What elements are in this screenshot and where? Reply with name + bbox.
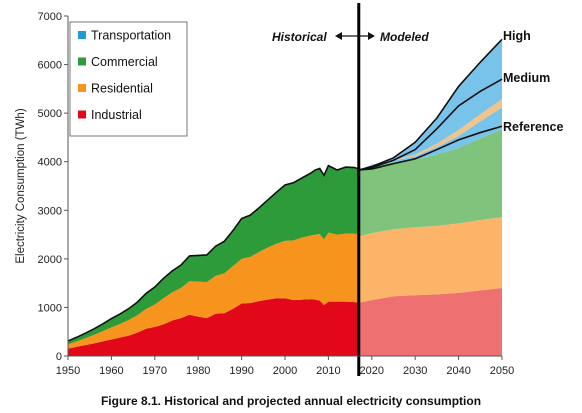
x-tick-label: 1980	[186, 365, 210, 377]
x-tick-label: 1970	[143, 365, 167, 377]
legend-box	[69, 21, 188, 137]
x-tick-label: 1960	[99, 365, 123, 377]
x-tick-label: 1950	[56, 365, 80, 377]
scenario-line-reference	[358, 125, 503, 171]
scenario-label-reference: Reference	[503, 120, 563, 134]
x-tick-label: 2050	[490, 365, 514, 377]
y-tick-label: 0	[56, 351, 62, 363]
y-axis-label: Electricity Consumption (TWh)	[15, 108, 27, 263]
modeled-area-scenario-range	[358, 39, 502, 170]
figure-caption: Figure 8.1. Historical and projected ann…	[100, 394, 482, 408]
x-tick-label: 1990	[229, 365, 253, 377]
scenario-line-high	[358, 38, 503, 171]
y-tick-label: 3000	[38, 205, 62, 217]
legend-label-transportation: Transportation	[91, 29, 171, 43]
legend-swatch-industrial	[78, 110, 86, 119]
y-tick-label: 1000	[38, 302, 62, 314]
historical-label: Historical	[272, 30, 327, 44]
modeled-area-transportation	[358, 107, 502, 170]
x-tick-label: 2020	[360, 365, 384, 377]
legend: Transportation Commercial Residential Indus…	[69, 21, 188, 137]
y-tick-labels: 0 1000 2000 3000 4000 5000 6000 7000	[38, 11, 62, 363]
x-tick-label: 2010	[316, 365, 340, 377]
historical-total-line	[67, 164, 360, 342]
legend-label-commercial: Commercial	[91, 55, 158, 69]
axes	[64, 15, 503, 360]
double-arrow-icon	[335, 32, 375, 40]
y-tick-label: 5000	[38, 108, 62, 120]
scenario-line-medium	[358, 78, 503, 171]
historical-area-residential	[68, 232, 359, 349]
modeled-label: Modeled	[380, 30, 429, 44]
y-tick-label: 4000	[38, 157, 62, 169]
scenario-lines	[67, 38, 503, 342]
legend-swatch-transportation	[78, 31, 86, 39]
legend-swatch-residential	[78, 84, 86, 92]
y-tick-label: 2000	[38, 254, 62, 266]
legend-label-industrial: Industrial	[91, 108, 142, 122]
y-tick-label: 7000	[38, 11, 62, 23]
scenario-label-medium: Medium	[503, 71, 550, 85]
scenario-labels: High Medium Reference	[503, 29, 563, 134]
modeled-area-residential	[358, 217, 502, 303]
legend-swatch-commercial	[78, 57, 86, 66]
modeled-area-industrial	[358, 288, 502, 356]
scenario-label-high: High	[503, 29, 531, 43]
x-tick-label: 2030	[403, 365, 427, 377]
x-tick-label: 2000	[273, 365, 297, 377]
historical-area-industrial	[68, 298, 359, 356]
x-tick-label: 2040	[446, 365, 470, 377]
legend-label-residential: Residential	[91, 82, 153, 96]
modeled-area-commercial	[358, 129, 502, 237]
x-tick-labels: 1950 1960 1970 1980 1990 2000 2010 2020 2030 2040…	[56, 365, 514, 377]
y-tick-label: 6000	[38, 60, 62, 72]
